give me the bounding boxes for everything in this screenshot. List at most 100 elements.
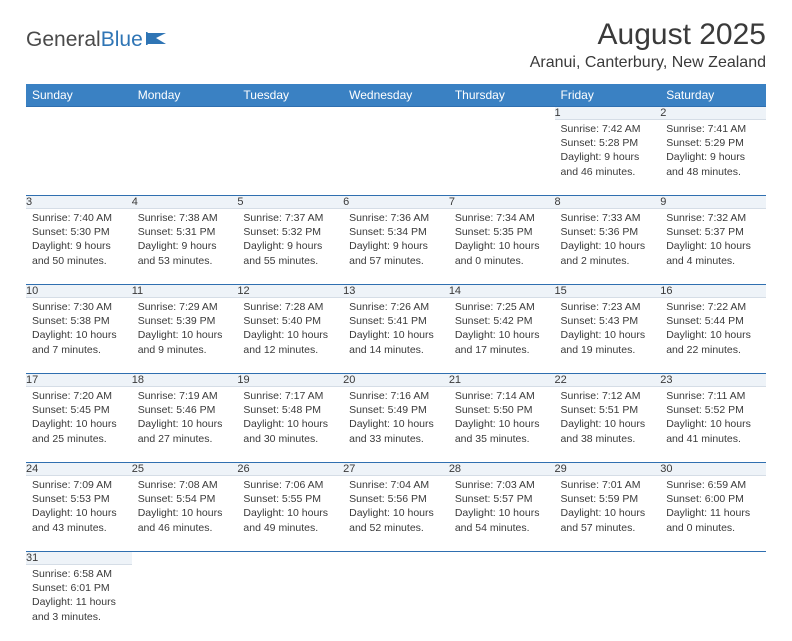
day-detail: Sunrise: 7:19 AMSunset: 5:46 PMDaylight:… — [132, 387, 238, 450]
day-body-cell: Sunrise: 6:59 AMSunset: 6:00 PMDaylight:… — [660, 476, 766, 552]
day-detail-line: Sunrise: 7:34 AM — [455, 211, 549, 225]
day-detail-line: Daylight: 11 hours — [32, 595, 126, 609]
day-detail: Sunrise: 7:11 AMSunset: 5:52 PMDaylight:… — [660, 387, 766, 450]
day-number-cell: 26 — [237, 463, 343, 476]
day-detail-line: and 54 minutes. — [455, 521, 549, 535]
day-detail-line: Daylight: 10 hours — [349, 328, 443, 342]
day-detail-line: Sunset: 5:52 PM — [666, 403, 760, 417]
day-header: Saturday — [660, 84, 766, 107]
day-detail-line: Sunrise: 7:30 AM — [32, 300, 126, 314]
day-number-cell: 16 — [660, 285, 766, 298]
day-detail-line: and 9 minutes. — [138, 343, 232, 357]
day-detail: Sunrise: 6:58 AMSunset: 6:01 PMDaylight:… — [26, 565, 132, 628]
day-body-cell — [449, 565, 555, 641]
calendar-page: GeneralBlue August 2025 Aranui, Canterbu… — [0, 0, 792, 641]
day-detail-line: Sunrise: 7:36 AM — [349, 211, 443, 225]
day-number-cell: 9 — [660, 196, 766, 209]
day-number-cell: 31 — [26, 552, 132, 565]
day-detail: Sunrise: 7:23 AMSunset: 5:43 PMDaylight:… — [555, 298, 661, 361]
day-detail-line: Sunset: 6:00 PM — [666, 492, 760, 506]
day-detail-line: Sunset: 5:50 PM — [455, 403, 549, 417]
calendar-header-row: SundayMondayTuesdayWednesdayThursdayFrid… — [26, 84, 766, 107]
day-body-cell: Sunrise: 7:08 AMSunset: 5:54 PMDaylight:… — [132, 476, 238, 552]
month-title: August 2025 — [530, 18, 766, 52]
day-number-cell: 12 — [237, 285, 343, 298]
day-body-cell: Sunrise: 7:01 AMSunset: 5:59 PMDaylight:… — [555, 476, 661, 552]
day-detail-line: Sunset: 5:46 PM — [138, 403, 232, 417]
day-detail-line: Sunset: 5:30 PM — [32, 225, 126, 239]
day-detail: Sunrise: 7:32 AMSunset: 5:37 PMDaylight:… — [660, 209, 766, 272]
day-detail: Sunrise: 7:16 AMSunset: 5:49 PMDaylight:… — [343, 387, 449, 450]
day-detail-line: Daylight: 10 hours — [32, 328, 126, 342]
day-body-cell: Sunrise: 7:34 AMSunset: 5:35 PMDaylight:… — [449, 209, 555, 285]
day-body-cell: Sunrise: 6:58 AMSunset: 6:01 PMDaylight:… — [26, 565, 132, 641]
day-body-cell — [132, 565, 238, 641]
day-detail-line: Sunset: 5:29 PM — [666, 136, 760, 150]
day-body-cell: Sunrise: 7:17 AMSunset: 5:48 PMDaylight:… — [237, 387, 343, 463]
day-body-cell: Sunrise: 7:38 AMSunset: 5:31 PMDaylight:… — [132, 209, 238, 285]
day-detail: Sunrise: 7:08 AMSunset: 5:54 PMDaylight:… — [132, 476, 238, 539]
day-body-cell: Sunrise: 7:37 AMSunset: 5:32 PMDaylight:… — [237, 209, 343, 285]
day-detail-line: Sunrise: 7:04 AM — [349, 478, 443, 492]
day-detail-line: and 52 minutes. — [349, 521, 443, 535]
day-body-cell — [449, 120, 555, 196]
day-detail-line: Daylight: 10 hours — [455, 417, 549, 431]
day-detail-line: and 12 minutes. — [243, 343, 337, 357]
day-detail-line: and 27 minutes. — [138, 432, 232, 446]
day-number-cell: 1 — [555, 107, 661, 120]
day-body-cell: Sunrise: 7:26 AMSunset: 5:41 PMDaylight:… — [343, 298, 449, 374]
day-detail: Sunrise: 7:30 AMSunset: 5:38 PMDaylight:… — [26, 298, 132, 361]
day-number-cell: 29 — [555, 463, 661, 476]
day-detail-line: Sunrise: 7:42 AM — [561, 122, 655, 136]
day-detail-line: Sunrise: 7:38 AM — [138, 211, 232, 225]
day-number-cell: 10 — [26, 285, 132, 298]
day-detail-line: Daylight: 10 hours — [138, 506, 232, 520]
day-number-cell — [449, 552, 555, 565]
day-number-cell: 22 — [555, 374, 661, 387]
day-detail-line: Sunset: 6:01 PM — [32, 581, 126, 595]
day-detail-line: Daylight: 10 hours — [561, 328, 655, 342]
day-detail-line: and 50 minutes. — [32, 254, 126, 268]
day-detail-line: Sunset: 5:39 PM — [138, 314, 232, 328]
day-detail-line: Sunset: 5:59 PM — [561, 492, 655, 506]
day-body-cell — [26, 120, 132, 196]
day-detail-line: and 46 minutes. — [138, 521, 232, 535]
day-detail-line: Sunrise: 7:19 AM — [138, 389, 232, 403]
day-body-row: Sunrise: 7:42 AMSunset: 5:28 PMDaylight:… — [26, 120, 766, 196]
day-detail-line: Sunrise: 7:03 AM — [455, 478, 549, 492]
day-body-row: Sunrise: 7:09 AMSunset: 5:53 PMDaylight:… — [26, 476, 766, 552]
day-detail-line: Sunrise: 7:01 AM — [561, 478, 655, 492]
day-detail-line: Sunrise: 6:58 AM — [32, 567, 126, 581]
day-number-row: 31 — [26, 552, 766, 565]
day-body-cell — [660, 565, 766, 641]
day-detail-line: and 7 minutes. — [32, 343, 126, 357]
day-detail-line: Daylight: 10 hours — [32, 417, 126, 431]
title-block: August 2025 Aranui, Canterbury, New Zeal… — [530, 18, 766, 72]
day-number-cell: 21 — [449, 374, 555, 387]
day-detail-line: Daylight: 10 hours — [138, 328, 232, 342]
day-detail: Sunrise: 7:14 AMSunset: 5:50 PMDaylight:… — [449, 387, 555, 450]
day-detail-line: Sunset: 5:43 PM — [561, 314, 655, 328]
day-detail-line: and 57 minutes. — [349, 254, 443, 268]
day-body-cell — [237, 120, 343, 196]
day-detail-line: Sunset: 5:54 PM — [138, 492, 232, 506]
day-number-cell — [237, 107, 343, 120]
day-body-cell: Sunrise: 7:06 AMSunset: 5:55 PMDaylight:… — [237, 476, 343, 552]
day-body-cell: Sunrise: 7:32 AMSunset: 5:37 PMDaylight:… — [660, 209, 766, 285]
day-number-cell: 13 — [343, 285, 449, 298]
day-detail: Sunrise: 7:04 AMSunset: 5:56 PMDaylight:… — [343, 476, 449, 539]
day-detail-line: and 55 minutes. — [243, 254, 337, 268]
day-body-cell: Sunrise: 7:30 AMSunset: 5:38 PMDaylight:… — [26, 298, 132, 374]
day-detail-line: Sunset: 5:53 PM — [32, 492, 126, 506]
day-body-cell: Sunrise: 7:04 AMSunset: 5:56 PMDaylight:… — [343, 476, 449, 552]
day-detail-line: Sunrise: 7:41 AM — [666, 122, 760, 136]
day-body-cell: Sunrise: 7:14 AMSunset: 5:50 PMDaylight:… — [449, 387, 555, 463]
day-detail-line: Sunset: 5:49 PM — [349, 403, 443, 417]
day-number-cell: 17 — [26, 374, 132, 387]
day-detail-line: Sunrise: 7:17 AM — [243, 389, 337, 403]
day-detail-line: and 57 minutes. — [561, 521, 655, 535]
day-header: Thursday — [449, 84, 555, 107]
day-number-cell: 14 — [449, 285, 555, 298]
day-detail-line: Daylight: 10 hours — [666, 328, 760, 342]
day-detail-line: and 48 minutes. — [666, 165, 760, 179]
